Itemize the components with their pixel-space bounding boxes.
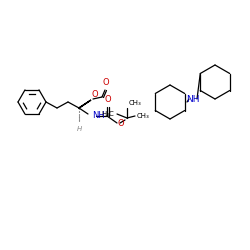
- Text: O: O: [92, 90, 98, 99]
- Text: O: O: [118, 118, 124, 128]
- Text: H₃C: H₃C: [101, 111, 114, 117]
- Text: NH: NH: [186, 94, 200, 104]
- Text: H: H: [76, 126, 82, 132]
- Text: NH: NH: [92, 112, 105, 120]
- Text: CH₃: CH₃: [137, 113, 150, 119]
- Text: CH₃: CH₃: [129, 100, 142, 106]
- Text: O: O: [104, 95, 111, 104]
- Polygon shape: [78, 100, 91, 108]
- Text: O: O: [103, 78, 109, 87]
